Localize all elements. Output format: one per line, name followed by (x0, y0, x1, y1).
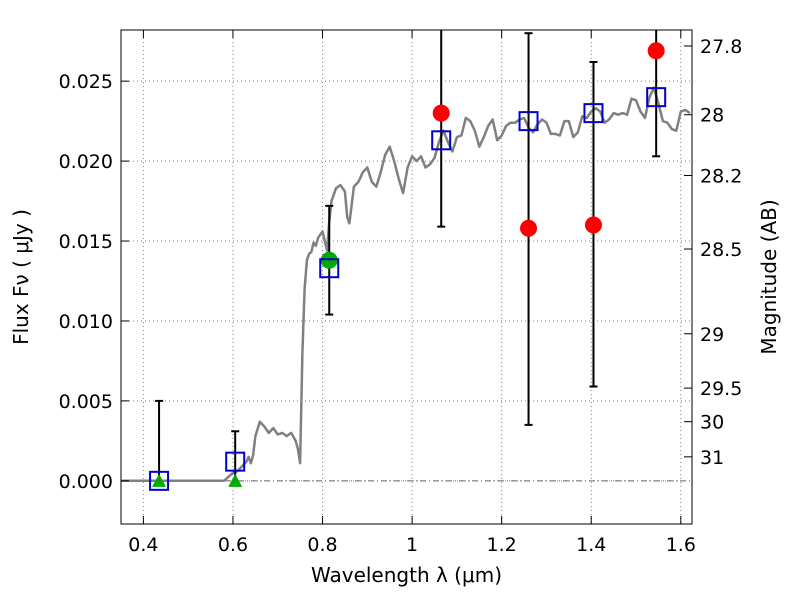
x-tick-label: 1.6 (666, 534, 696, 556)
blue-square-point (149, 470, 170, 491)
y2-tick-label: 29 (700, 324, 724, 346)
x-tick-label: 1.2 (487, 534, 517, 556)
x-tick-label: 0.8 (307, 534, 337, 556)
red-circle-point (520, 219, 538, 237)
y-tick-label: 0.020 (59, 151, 113, 173)
y-tick-label: 0.015 (59, 231, 113, 253)
blue-square-point (518, 111, 539, 132)
blue-square-point (319, 258, 340, 279)
green-circle-point (320, 251, 338, 269)
x-tick-label: 1 (406, 534, 418, 556)
y2-axis-label: Magnitude (AB) (757, 199, 781, 354)
y2-tick-label: 30 (700, 412, 724, 434)
y-tick-label: 0.000 (59, 471, 113, 493)
blue-square-point (646, 87, 667, 108)
y2-tick-label: 31 (700, 447, 724, 469)
model-spectrum (121, 86, 691, 483)
blue-square-point (431, 130, 452, 151)
y-axis-label: Flux Fν ( μJy ) (9, 209, 33, 345)
x-tick-label: 1.4 (576, 534, 606, 556)
y2-tick-label: 28.2 (700, 165, 742, 187)
x-tick-label: 0.4 (128, 534, 158, 556)
y2-tick-label: 27.8 (700, 36, 742, 58)
plot-frame (120, 29, 693, 525)
green-triangle-point (228, 473, 243, 487)
green-triangle-point (152, 473, 167, 487)
errorbars (155, 30, 661, 481)
red-circle-point (432, 104, 450, 122)
model-spectrum-line (121, 86, 691, 483)
y-tick-label: 0.010 (59, 311, 113, 333)
blue-square-point (225, 451, 246, 472)
x-tick-label: 0.6 (218, 534, 248, 556)
y2-tick-label: 28.5 (700, 239, 742, 261)
y2-tick-label: 29.5 (700, 378, 742, 400)
y2-tick-label: 28 (700, 105, 724, 127)
red-circle-point (584, 216, 602, 234)
y-tick-label: 0.025 (59, 71, 113, 93)
axis-ticks: 0.4 0.6 0.8 1 1.2 1.4 1.6 0.000 0.005 0.010 0.015 0… (59, 30, 742, 556)
grid (121, 30, 692, 524)
data-markers (149, 42, 667, 491)
x-axis-label: Wavelength λ (μm) (311, 563, 502, 587)
y-tick-label: 0.005 (59, 391, 113, 413)
red-circle-point (647, 42, 665, 60)
blue-square-point (583, 103, 604, 124)
